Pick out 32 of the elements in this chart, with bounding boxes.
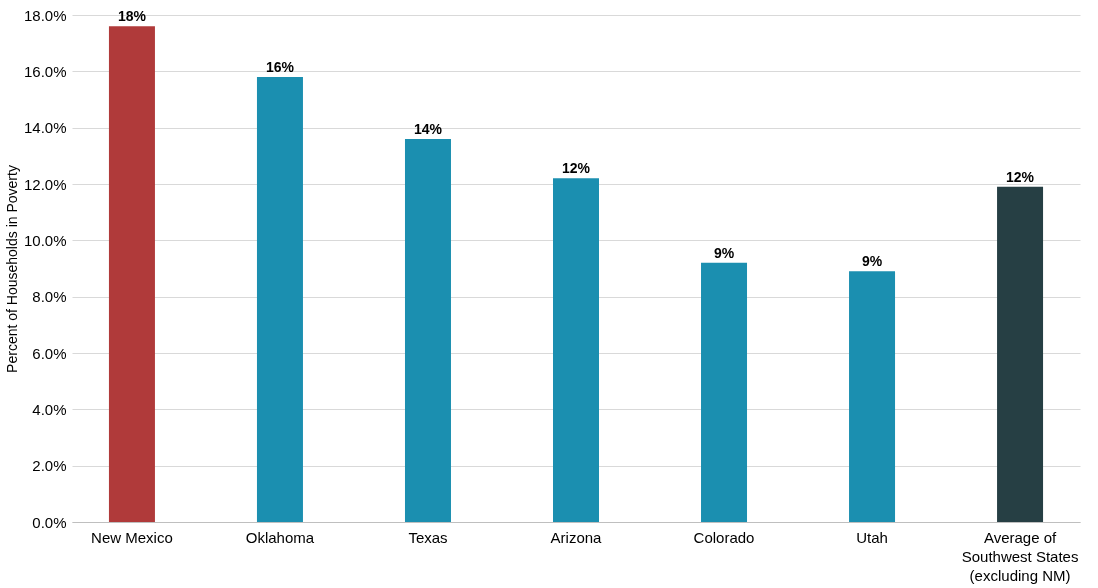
bar <box>108 26 155 522</box>
bar <box>849 271 896 522</box>
data-label: 18% <box>117 8 147 25</box>
y-tick-label: 8.0% <box>32 288 67 306</box>
y-tick-label: 4.0% <box>32 400 67 418</box>
data-label: 9% <box>713 244 735 261</box>
x-tick-label: Arizona <box>550 528 603 546</box>
y-tick-label: 2.0% <box>32 457 67 475</box>
y-tick-label: 18.0% <box>23 6 67 24</box>
data-label: 9% <box>861 253 883 270</box>
y-tick-label: 10.0% <box>23 231 67 249</box>
x-tick-label: Oklahoma <box>245 528 315 546</box>
x-tick-label: New Mexico <box>91 528 173 546</box>
y-axis-title: Percent of Households in Poverty <box>3 165 20 373</box>
bar <box>701 262 748 522</box>
bar <box>997 186 1044 522</box>
x-tick-label: Texas <box>408 528 448 546</box>
data-label: 12% <box>1006 168 1035 185</box>
data-label: 12% <box>561 160 591 177</box>
data-label: 16% <box>265 58 295 75</box>
bar <box>404 138 451 522</box>
y-tick-label: 12.0% <box>23 175 67 193</box>
y-tick-label: 16.0% <box>23 62 67 80</box>
y-tick-label: 0.0% <box>32 513 67 531</box>
x-tick-label: Colorado <box>693 528 755 546</box>
bar <box>256 76 303 522</box>
y-tick-label: 14.0% <box>23 119 67 137</box>
bar <box>553 178 599 522</box>
data-label: 14% <box>413 120 443 137</box>
y-tick-label: 6.0% <box>32 344 67 362</box>
x-tick-label: Average of Southwest States (excluding NM) <box>961 528 1079 584</box>
x-tick-label: Utah <box>856 528 888 546</box>
